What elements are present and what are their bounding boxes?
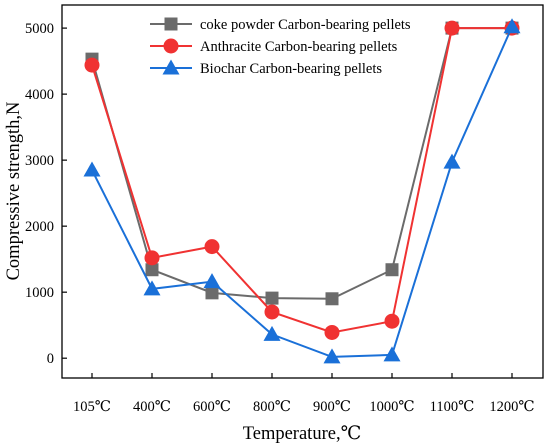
data-point	[383, 346, 401, 362]
data-point	[205, 286, 219, 300]
legend-item: Biochar Carbon-bearing pellets	[150, 59, 382, 77]
y-axis-title: Compressive strength,N	[4, 102, 24, 281]
legend-item: coke powder Carbon-bearing pellets	[150, 17, 411, 33]
data-point	[264, 304, 280, 320]
y-tick-label: 2000	[25, 219, 54, 235]
data-point	[444, 20, 460, 36]
legend-marker	[164, 17, 178, 31]
x-axis-title: Temperature,℃	[243, 424, 362, 444]
series-line	[91, 27, 512, 300]
series-2	[84, 20, 520, 340]
x-tick-label: 600℃	[193, 399, 231, 415]
data-point	[323, 348, 341, 364]
data-point	[144, 250, 160, 266]
x-tick-label: 105℃	[73, 399, 111, 415]
legend: coke powder Carbon-bearing pellets Anthra…	[150, 17, 411, 77]
plot-frame	[61, 4, 544, 379]
y-tick-label: 0	[47, 351, 54, 367]
data-point	[384, 313, 400, 329]
x-axis: 105℃ 400℃ 600℃ 800℃ 900℃ 1000℃ 1100℃ 1200℃	[73, 373, 535, 415]
y-axis: 0 1000 2000 3000 4000 5000	[25, 21, 67, 367]
legend-marker	[163, 38, 179, 54]
legend-label: coke powder Carbon-bearing pellets	[200, 17, 411, 33]
data-point	[263, 325, 281, 341]
legend-label: Biochar Carbon-bearing pellets	[200, 61, 382, 77]
y-tick-label: 3000	[25, 153, 54, 169]
series-3	[83, 18, 521, 364]
x-tick-label: 800℃	[253, 399, 291, 415]
x-tick-label: 1000℃	[369, 399, 414, 415]
x-tick-label: 1100℃	[430, 399, 475, 415]
y-tick-label: 1000	[25, 285, 54, 301]
data-point	[143, 280, 161, 296]
series-line	[91, 27, 512, 334]
series-layer	[83, 18, 521, 364]
series-line	[91, 26, 513, 358]
data-point	[503, 18, 521, 34]
data-point	[145, 263, 159, 277]
data-point	[324, 324, 340, 340]
x-tick-label: 1200℃	[489, 399, 534, 415]
data-point	[204, 239, 220, 255]
x-tick-label: 400℃	[133, 399, 171, 415]
data-point	[325, 292, 339, 306]
y-tick-label: 4000	[25, 87, 54, 103]
x-tick-label: 900℃	[313, 399, 351, 415]
data-point	[84, 57, 100, 73]
legend-item: Anthracite Carbon-bearing pellets	[150, 38, 398, 55]
data-point	[203, 273, 221, 289]
legend-label: Anthracite Carbon-bearing pellets	[200, 39, 398, 55]
y-tick-label: 5000	[25, 21, 54, 37]
data-point	[83, 161, 101, 177]
legend-marker	[162, 59, 180, 75]
data-point	[443, 153, 461, 169]
data-point	[385, 263, 399, 277]
data-point	[265, 291, 279, 305]
